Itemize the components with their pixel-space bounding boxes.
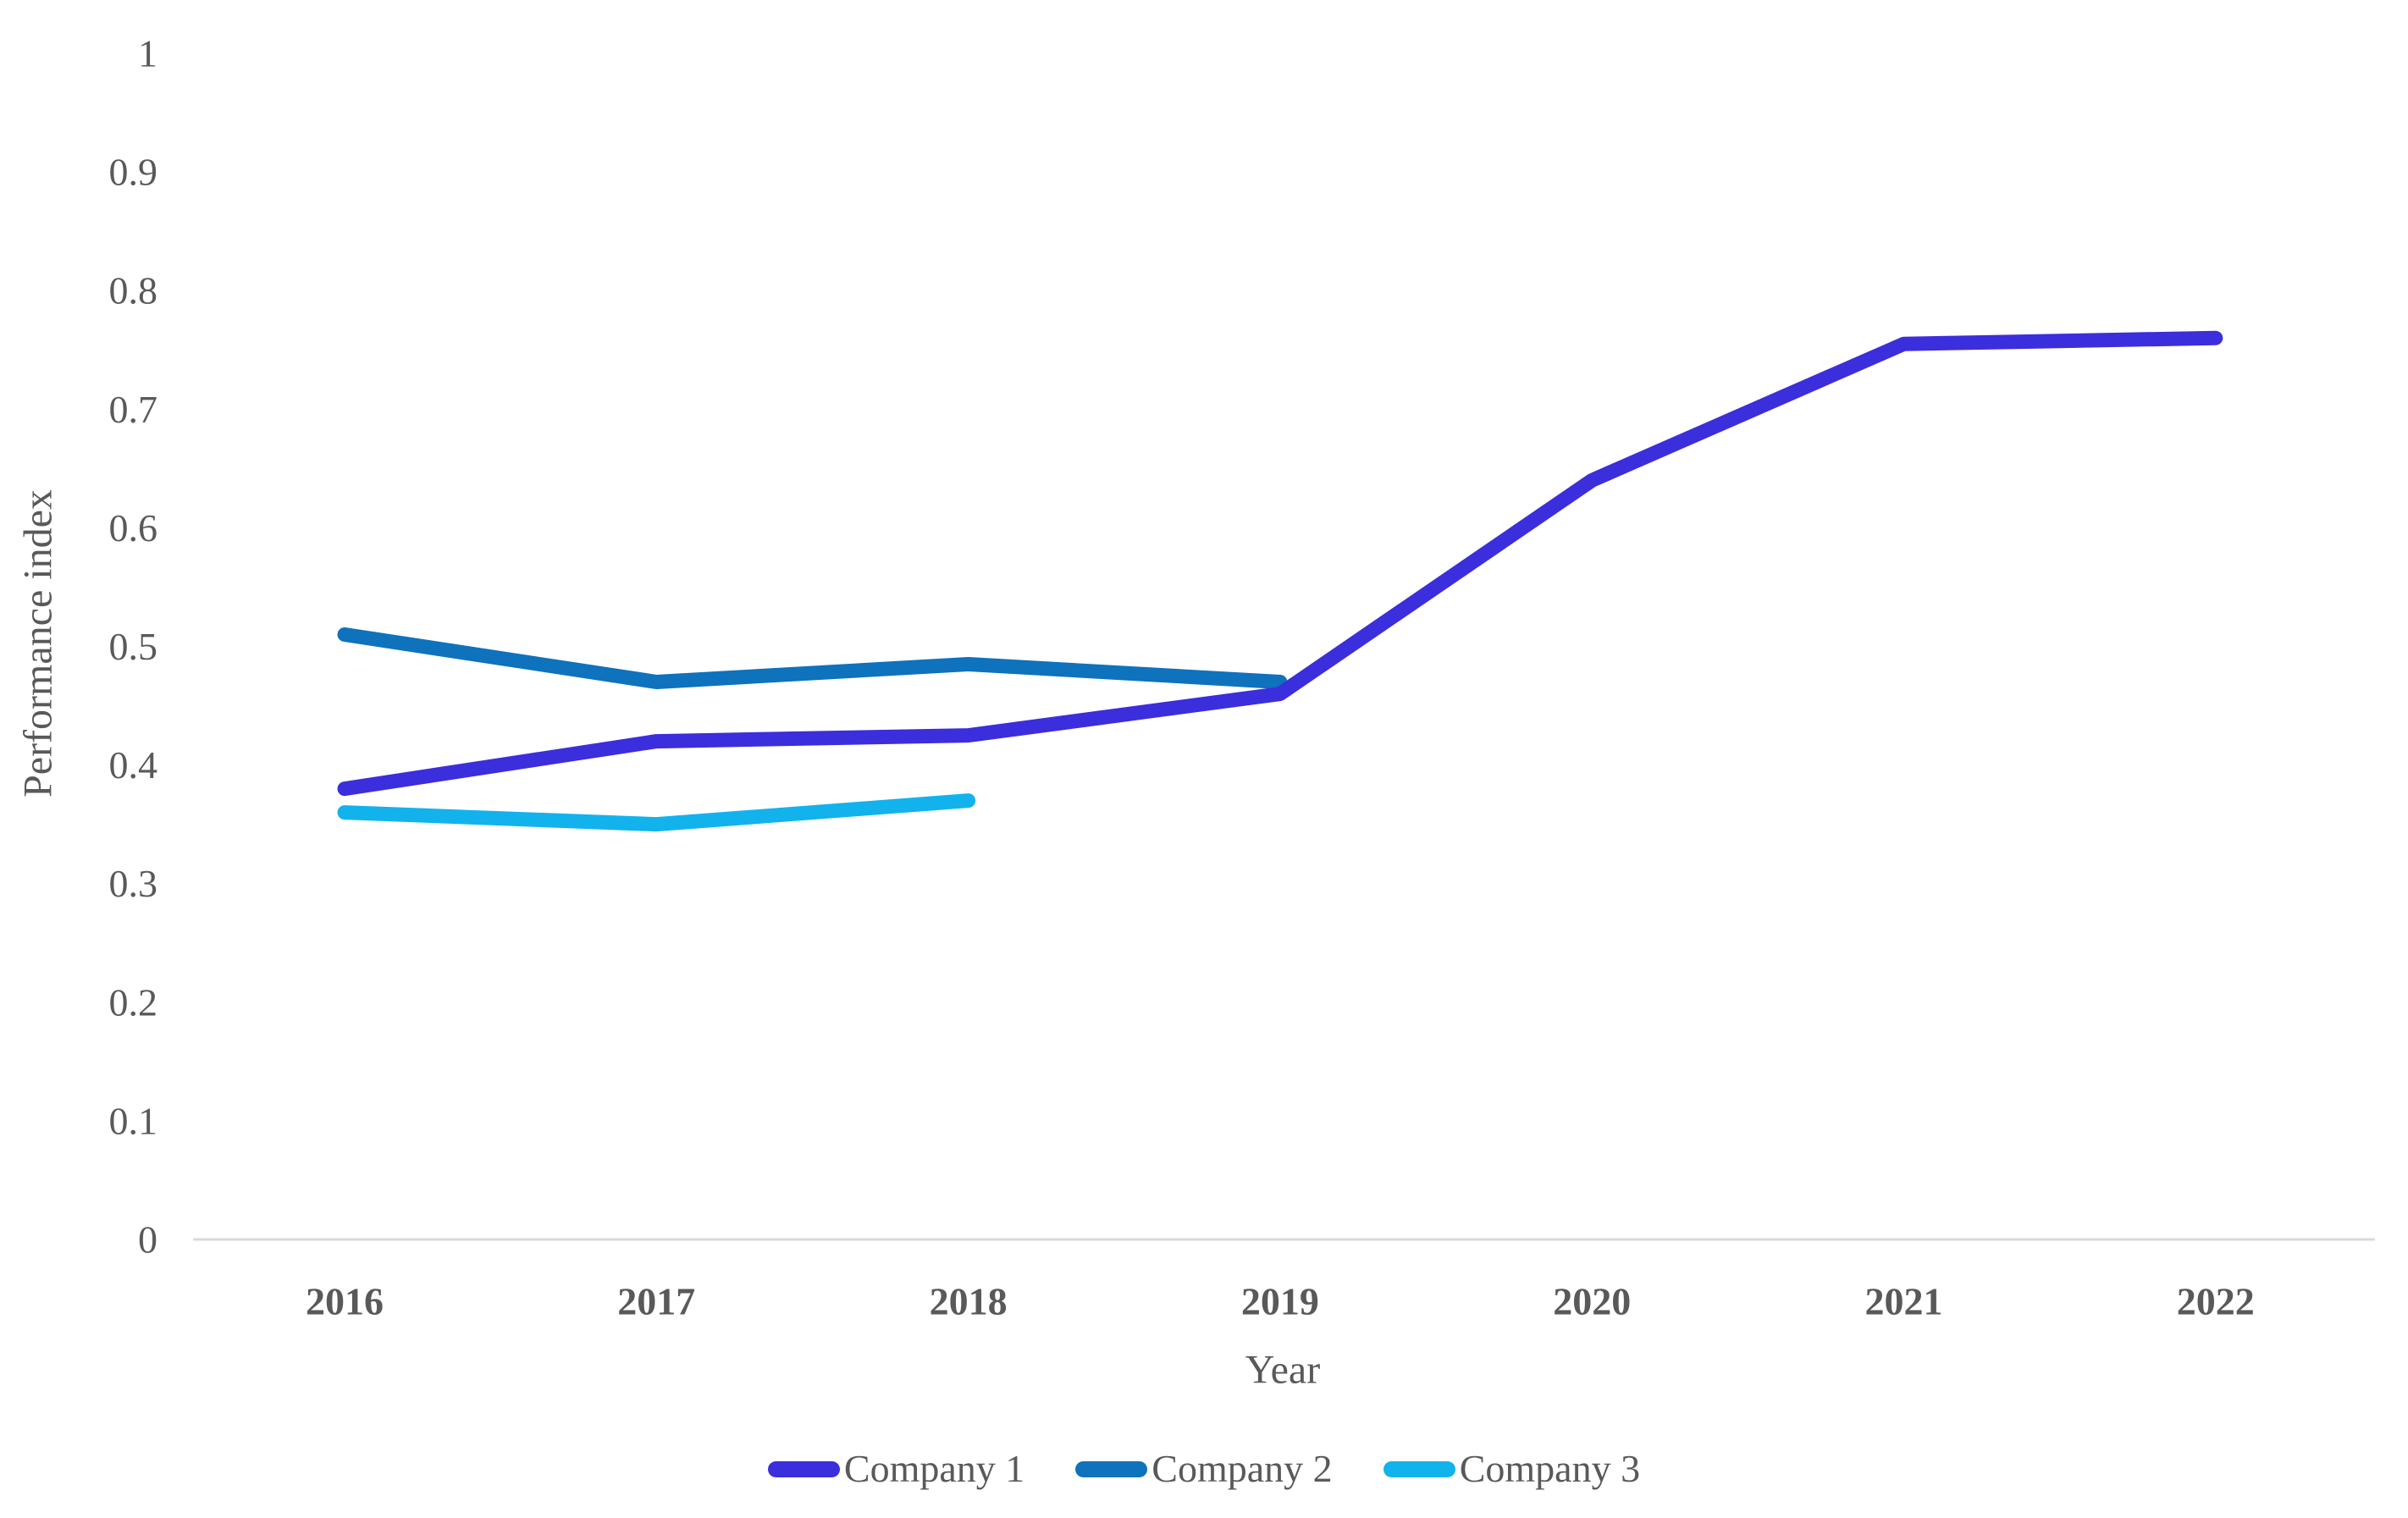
y-tick-label: 1 xyxy=(138,32,157,75)
legend-label: Company 3 xyxy=(1459,1447,1641,1490)
y-axis-tick-labels: 0 0.1 0.2 0.3 0.4 0.5 0.6 0.7 0.8 0.9 1 xyxy=(109,32,158,1261)
chart-legend: Company 1 Company 2 Company 3 xyxy=(0,1439,2408,1499)
legend-item-company-3: Company 3 xyxy=(1383,1449,1640,1488)
series-line-company-1 xyxy=(337,330,2223,797)
y-tick-label: 0.2 xyxy=(109,980,158,1024)
legend-item-company-2: Company 2 xyxy=(1075,1447,1333,1490)
y-tick-label: 0.5 xyxy=(109,625,158,668)
y-tick-label: 0.1 xyxy=(109,1099,158,1142)
x-tick-label: 2017 xyxy=(617,1280,695,1323)
series-line-company-3 xyxy=(337,793,976,832)
legend-label: Company 2 xyxy=(1152,1447,1333,1490)
y-tick-label: 0.6 xyxy=(109,506,158,549)
legend-item-company-1: Company 1 xyxy=(767,1447,1025,1490)
y-tick-label: 0 xyxy=(138,1218,157,1261)
x-axis-title: Year xyxy=(1245,1348,1320,1393)
x-tick-label: 2018 xyxy=(930,1280,1008,1323)
legend-marker-icon xyxy=(1075,1460,1148,1477)
series-line-company-2 xyxy=(337,627,1288,690)
x-tick-label: 2019 xyxy=(1241,1280,1319,1323)
y-tick-label: 0.7 xyxy=(109,388,158,431)
y-tick-label: 0.4 xyxy=(109,743,158,787)
y-axis-title: Performance index xyxy=(16,489,61,798)
x-tick-label: 2020 xyxy=(1553,1280,1631,1323)
y-tick-label: 0.9 xyxy=(109,151,158,194)
y-tick-label: 0.8 xyxy=(109,269,158,312)
legend-marker-icon xyxy=(1383,1460,1455,1477)
y-tick-label: 0.3 xyxy=(109,862,158,905)
x-tick-label: 2021 xyxy=(1865,1280,1943,1323)
x-axis-tick-labels: 2016 2017 2018 2019 2020 2021 2022 xyxy=(306,1280,2255,1323)
x-tick-label: 2016 xyxy=(306,1280,384,1323)
x-tick-label: 2022 xyxy=(2177,1280,2255,1323)
legend-marker-icon xyxy=(767,1460,840,1477)
legend-label: Company 1 xyxy=(843,1447,1025,1490)
chart-series-lines xyxy=(337,330,2223,832)
